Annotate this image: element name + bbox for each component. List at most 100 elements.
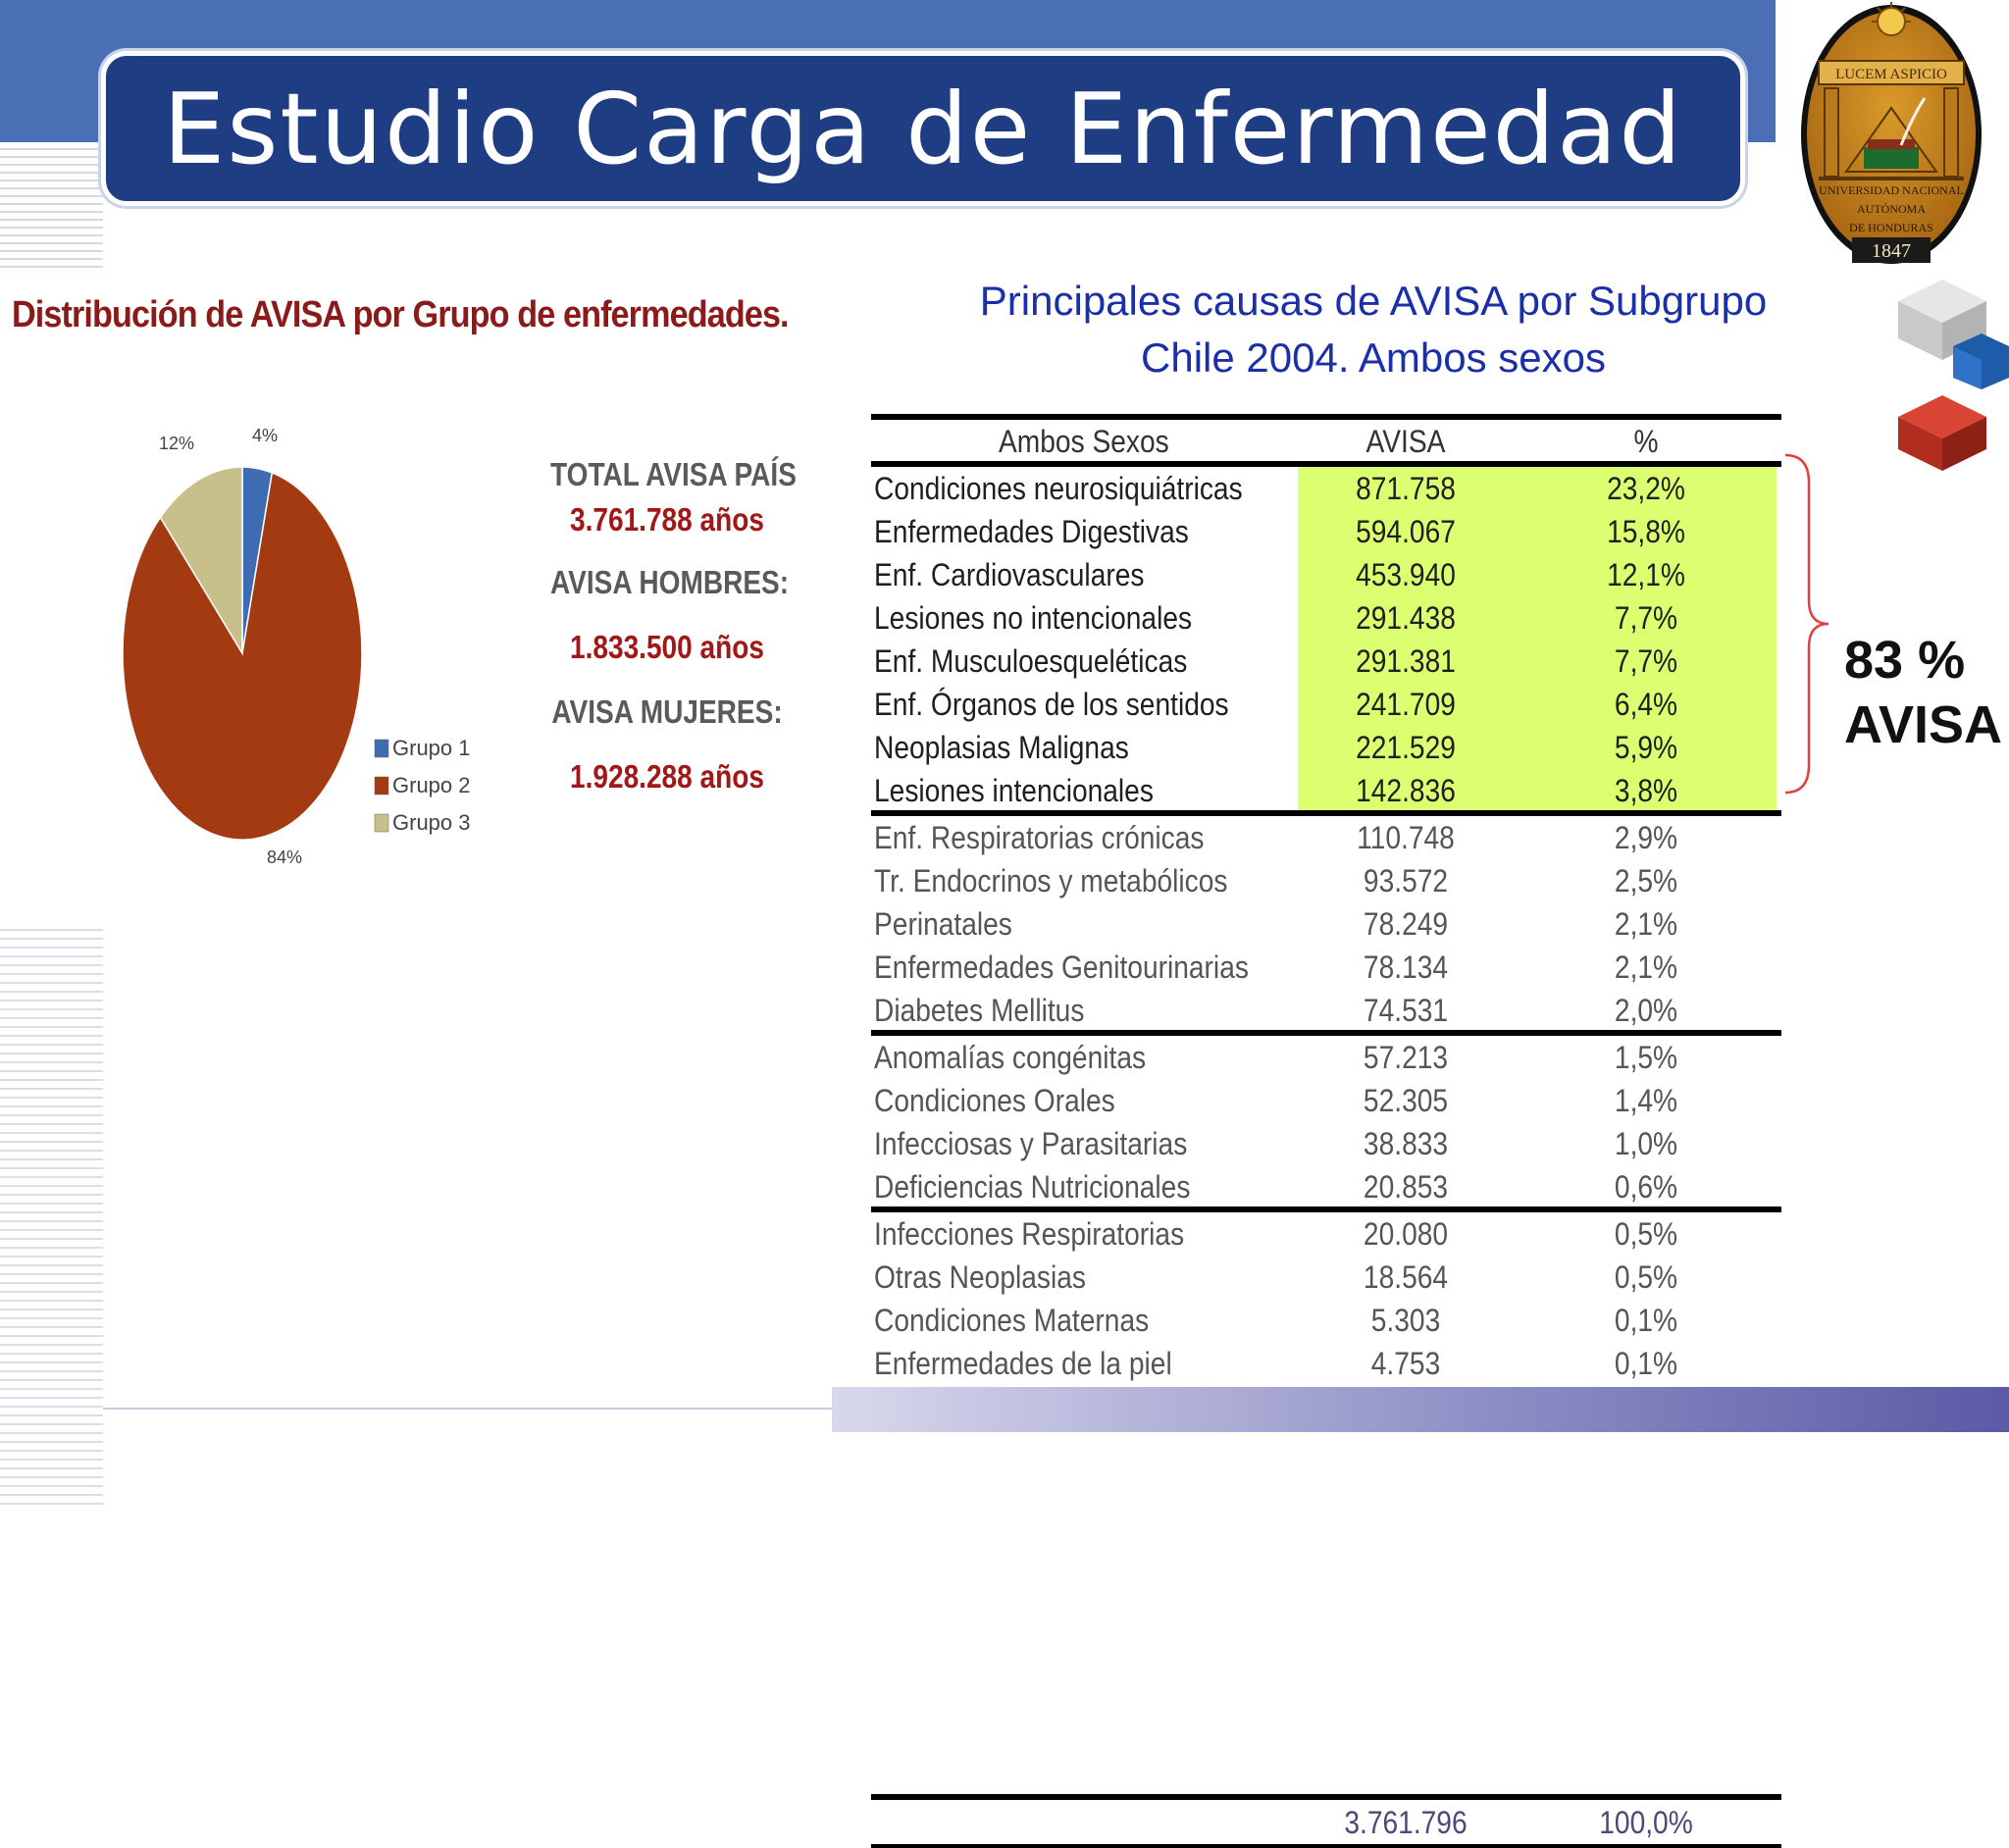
table-rule bbox=[871, 414, 1781, 420]
divider-line bbox=[103, 1408, 834, 1410]
table-title-line2: Chile 2004. Ambos sexos bbox=[1141, 334, 1606, 381]
table-row: Enfermedades Digestivas 594.067 15,8% bbox=[871, 510, 1781, 553]
cause-cell: Enfermedades Digestivas bbox=[874, 514, 1189, 549]
cause-cell: Condiciones Maternas bbox=[874, 1303, 1150, 1338]
table-rule bbox=[871, 1844, 1781, 1848]
avisa-cell: 18.564 bbox=[1363, 1259, 1449, 1295]
header-pct: % bbox=[1633, 424, 1659, 459]
table-rule bbox=[871, 1030, 1781, 1036]
avisa-cell: 291.381 bbox=[1356, 643, 1456, 679]
total-pct-cell: 100,0% bbox=[1599, 1805, 1693, 1840]
cause-cell: Enf. Musculoesqueléticas bbox=[874, 643, 1188, 679]
logo-year: 1847 bbox=[1872, 240, 1911, 262]
pct-cell: 2,1% bbox=[1614, 906, 1678, 942]
pct-cell: 2,1% bbox=[1614, 950, 1678, 985]
pie-data-label: 84% bbox=[267, 847, 302, 867]
table-rule bbox=[871, 461, 1781, 467]
table-row: Enf. Respiratorias crónicas 110.748 2,9% bbox=[871, 816, 1781, 859]
brace-label: 83 % AVISA bbox=[1844, 628, 2002, 757]
table-row: Deficiencias Nutricionales 20.853 0,6% bbox=[871, 1165, 1781, 1208]
table-row: Condiciones Orales 52.305 1,4% bbox=[871, 1079, 1781, 1122]
table-row: Condiciones neurosiquiátricas 871.758 23,2… bbox=[871, 467, 1781, 510]
header-ambos-sexos: Ambos Sexos bbox=[999, 424, 1169, 459]
table-row: Enfermedades Genitourinarias 78.134 2,1% bbox=[871, 946, 1781, 989]
cause-cell: Otras Neoplasias bbox=[874, 1259, 1086, 1295]
pct-cell: 7,7% bbox=[1614, 600, 1678, 636]
legend-label: Grupo 1 bbox=[392, 736, 471, 760]
title-box: Estudio Carga de Enfermedad bbox=[101, 51, 1745, 206]
cause-cell: Neoplasias Malignas bbox=[874, 730, 1129, 765]
avisa-mujeres-value: 1.928.288 años bbox=[569, 758, 765, 795]
cause-cell: Perinatales bbox=[874, 906, 1012, 942]
avisa-cell: 20.853 bbox=[1363, 1169, 1449, 1205]
legend-swatch bbox=[374, 813, 389, 833]
pie-slice-2 bbox=[122, 471, 363, 841]
brace-label-pct: 83 % bbox=[1844, 631, 1966, 690]
table-row: Enf. Órganos de los sentidos 241.709 6,4% bbox=[871, 683, 1781, 726]
top-causes-highlight bbox=[1298, 465, 1777, 813]
cause-cell: Enf. Respiratorias crónicas bbox=[874, 820, 1205, 855]
table-row: Condiciones Maternas 5.303 0,1% bbox=[871, 1299, 1781, 1342]
table-title-line1: Principales causas de AVISA por Subgrupo bbox=[979, 278, 1768, 324]
table-total-row: 3.761.796 100,0% bbox=[871, 1801, 1781, 1844]
pct-cell: 2,0% bbox=[1614, 993, 1678, 1028]
avisa-stats: TOTAL AVISA PAÍS 3.761.788 años AVISA HO… bbox=[530, 456, 804, 796]
avisa-cell: 52.305 bbox=[1363, 1083, 1449, 1118]
table-row: Anomalías congénitas 57.213 1,5% bbox=[871, 1036, 1781, 1079]
cause-cell: Enf. Órganos de los sentidos bbox=[874, 687, 1229, 722]
pct-cell: 0,1% bbox=[1614, 1303, 1678, 1338]
brace-bracket bbox=[1784, 453, 1829, 795]
avisa-cell: 871.758 bbox=[1356, 471, 1456, 506]
pct-cell: 1,5% bbox=[1614, 1040, 1678, 1075]
avisa-cell: 78.134 bbox=[1363, 950, 1449, 985]
total-avisa-cell: 3.761.796 bbox=[1344, 1805, 1468, 1840]
table-row: Enfermedades de la piel 4.753 0,1% bbox=[871, 1342, 1781, 1385]
table-row: Otras Neoplasias 18.564 0,5% bbox=[871, 1256, 1781, 1299]
avisa-hombres-value: 1.833.500 años bbox=[569, 629, 765, 665]
slide-title: Estudio Carga de Enfermedad bbox=[163, 71, 1683, 186]
pct-cell: 0,1% bbox=[1614, 1346, 1678, 1381]
legend-swatch bbox=[374, 739, 389, 758]
legend-label: Grupo 3 bbox=[392, 810, 471, 835]
cause-cell: Enf. Cardiovasculares bbox=[874, 557, 1145, 592]
pct-cell: 1,0% bbox=[1614, 1126, 1678, 1161]
cause-cell: Infecciosas y Parasitarias bbox=[874, 1126, 1188, 1161]
pct-cell: 0,5% bbox=[1614, 1259, 1678, 1295]
avisa-cell: 74.531 bbox=[1363, 993, 1449, 1028]
pct-cell: 0,5% bbox=[1614, 1216, 1678, 1252]
table-row: Neoplasias Malignas 221.529 5,9% bbox=[871, 726, 1781, 769]
pct-cell: 3,8% bbox=[1614, 773, 1678, 808]
pie-data-label: 4% bbox=[252, 426, 278, 445]
avisa-cell: 241.709 bbox=[1356, 687, 1456, 722]
table-header: Ambos Sexos AVISA % bbox=[871, 420, 1781, 463]
logo-motto: LUCEM ASPICIO bbox=[1835, 67, 1947, 82]
university-seal-logo: LUCEM ASPICIO UNIVERSIDAD NACIONAL AUTÓN… bbox=[1801, 2, 1982, 264]
avisa-cell: 291.438 bbox=[1356, 600, 1456, 636]
table-rule bbox=[871, 1206, 1781, 1212]
avisa-cell: 5.303 bbox=[1370, 1303, 1441, 1338]
pct-cell: 23,2% bbox=[1607, 471, 1685, 506]
table-row: Perinatales 78.249 2,1% bbox=[871, 902, 1781, 946]
table-row: Infecciosas y Parasitarias 38.833 1,0% bbox=[871, 1122, 1781, 1165]
logo-line2: AUTÓNOMA bbox=[1857, 202, 1926, 216]
total-avisa-label: TOTAL AVISA PAÍS bbox=[550, 456, 797, 492]
legend-swatch bbox=[374, 776, 389, 796]
pie-chart: 4% 84% 12% Grupo 1 Grupo 2 Grupo 3 bbox=[122, 426, 471, 867]
cause-cell: Anomalías congénitas bbox=[874, 1040, 1147, 1075]
avisa-cell: 4.753 bbox=[1370, 1346, 1441, 1381]
pct-cell: 7,7% bbox=[1614, 643, 1678, 679]
cause-cell: Tr. Endocrinos y metabólicos bbox=[874, 863, 1228, 898]
table-row: Enf. Musculoesqueléticas 291.381 7,7% bbox=[871, 640, 1781, 683]
pie-chart-title: Distribución de AVISA por Grupo de enfer… bbox=[12, 294, 790, 335]
table-title: Principales causas de AVISA por Subgrupo… bbox=[922, 273, 1825, 386]
pct-cell: 12,1% bbox=[1607, 557, 1685, 592]
cause-cell: Lesiones no intencionales bbox=[874, 600, 1193, 636]
table-rule bbox=[871, 1794, 1781, 1800]
table-row: Infecciones Respiratorias 20.080 0,5% bbox=[871, 1212, 1781, 1256]
avisa-cell: 453.940 bbox=[1356, 557, 1456, 592]
decorative-stripes bbox=[0, 142, 103, 270]
decorative-cubes bbox=[1898, 280, 2009, 471]
header-avisa: AVISA bbox=[1365, 424, 1446, 459]
avisa-hombres-label: AVISA HOMBRES: bbox=[550, 564, 790, 600]
pct-cell: 2,5% bbox=[1614, 863, 1678, 898]
